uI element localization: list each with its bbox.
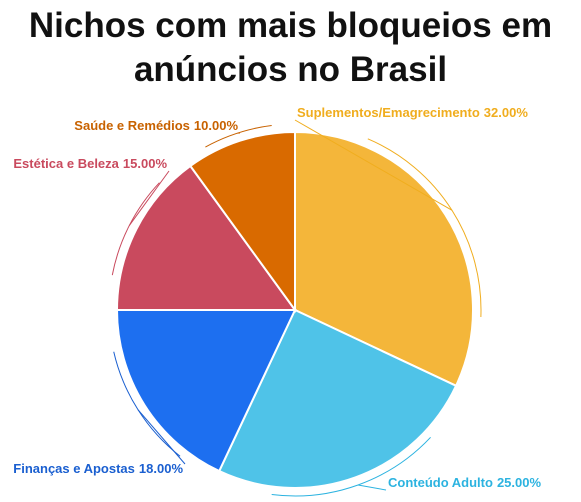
leader-line <box>137 409 186 465</box>
slice-label: Saúde e Remédios 10.00% <box>74 118 238 133</box>
slice-category: Finanças e Apostas <box>13 461 135 476</box>
chart-title: Nichos com mais bloqueios em anúncios no… <box>28 6 553 89</box>
slice-category: Estética e Beleza <box>13 156 119 171</box>
title-box: Nichos com mais bloqueios em anúncios no… <box>0 4 581 92</box>
slice-category: Conteúdo Adulto <box>388 475 493 490</box>
slice-label: Suplementos/Emagrecimento 32.00% <box>297 105 528 120</box>
slice-label: Finanças e Apostas 18.00% <box>13 461 183 476</box>
slice-value: 10.00% <box>194 118 239 133</box>
slice-value: 25.00% <box>497 475 542 490</box>
pie-slice <box>188 130 296 314</box>
slice-label: Conteúdo Adulto 25.00% <box>388 475 541 490</box>
pie-slice <box>294 130 474 388</box>
leader-line <box>357 484 387 491</box>
slice-value: 15.00% <box>123 156 168 171</box>
pie-slice <box>115 309 297 473</box>
slice-category: Saúde e Remédios <box>74 118 190 133</box>
slice-label: Estética e Beleza 15.00% <box>13 156 167 171</box>
leader-arc <box>367 138 482 318</box>
leader-arc <box>113 351 181 457</box>
leader-line <box>294 119 453 211</box>
leader-line <box>128 170 170 226</box>
pie-slice <box>217 308 458 489</box>
slice-category: Suplementos/Emagrecimento <box>297 105 480 120</box>
leader-arc <box>271 436 431 497</box>
slice-value: 18.00% <box>139 461 184 476</box>
slice-value: 32.00% <box>484 105 529 120</box>
pie-slice <box>115 164 297 311</box>
